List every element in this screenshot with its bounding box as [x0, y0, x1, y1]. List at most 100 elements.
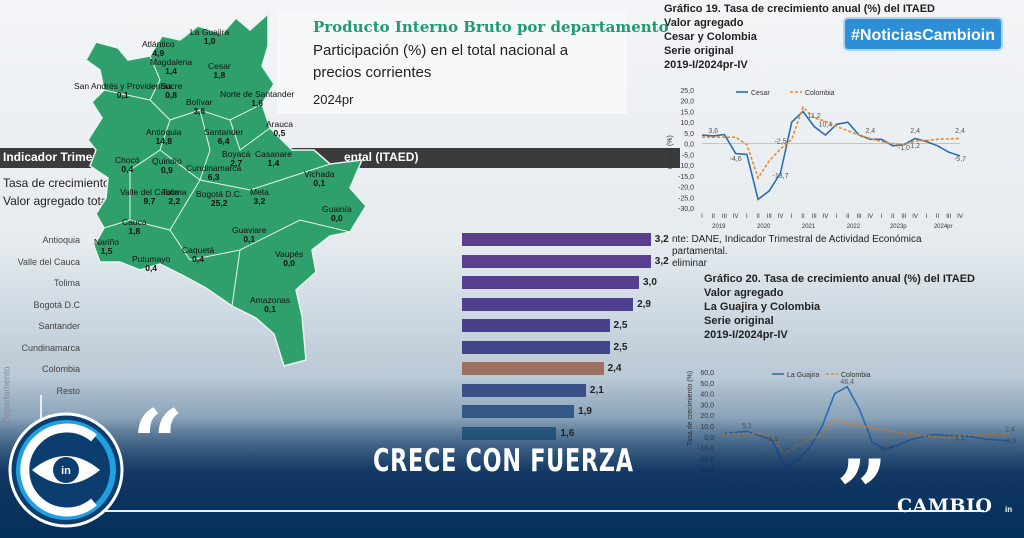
map-department-label: Nariño 1,5	[94, 237, 120, 256]
itaed-title-left: Indicador Trimest	[3, 150, 104, 164]
x-tick-label: I	[881, 214, 883, 220]
y-tick-label: 20,0	[680, 99, 694, 106]
chart-title-line: Serie original	[704, 315, 774, 327]
map-department-label: Meta 3,2	[250, 187, 269, 206]
itaed-bar-value: 2,1	[589, 384, 604, 396]
chart-title-line: 2019-I/2024pr-IV	[664, 59, 748, 71]
hashtag-badge[interactable]: #NoticiasCambioin	[843, 17, 1003, 51]
itaed-bar-value: 3,2	[654, 234, 669, 245]
data-annotation: 1,2	[910, 143, 920, 150]
svg-text:in: in	[61, 465, 71, 477]
map-department-label: Boyacá 2,7	[222, 149, 251, 168]
y-tick-label: 15,0	[680, 109, 694, 116]
data-annotation: -1,0	[898, 145, 910, 152]
x-tick-label: II	[712, 214, 716, 220]
itaed-bar-label: Resto	[56, 385, 80, 396]
x-year-label: 2020	[757, 224, 771, 230]
itaed-bar-value: 2,4	[607, 363, 622, 374]
map-title-card	[277, 10, 627, 114]
x-year-label: 2021	[802, 224, 816, 230]
itaed-bar	[462, 276, 639, 289]
map-year: 2024pr	[313, 92, 354, 107]
itaed-bar	[462, 340, 610, 354]
colombia-map	[85, 12, 367, 367]
data-annotation: -2,5	[774, 139, 786, 146]
itaed-bar	[462, 405, 575, 418]
chart-title-line: Valor agregado	[704, 287, 784, 299]
x-tick-label: IV	[957, 214, 963, 220]
x-year-label: 2023p	[890, 224, 907, 230]
itaed-bar-label: Valle del Cauca	[17, 256, 80, 267]
itaed-bar-label: Bogotá D.C	[33, 299, 80, 310]
map-department-label: Vaupés 0,0	[275, 249, 304, 268]
map-department-label: Guainía 0,0	[322, 204, 352, 223]
x-tick-label: I	[701, 214, 703, 220]
itaed-bar-value: 1,9	[578, 406, 592, 417]
brand-logo: CAMBIO	[897, 495, 993, 517]
map-department-label: Chocó 0,4	[115, 155, 140, 174]
legend-label: Cesar	[751, 90, 770, 97]
x-tick-label: IV	[778, 214, 784, 220]
legend-label: La Guajira	[787, 372, 819, 379]
x-tick-label: I	[926, 214, 928, 220]
x-tick-label: III	[722, 214, 727, 220]
x-tick-label: IV	[867, 214, 873, 220]
x-tick-label: I	[746, 214, 748, 220]
x-tick-label: III	[857, 214, 862, 220]
itaed-bar-value: 2,9	[637, 298, 651, 310]
itaed-bar-label: Cundinamarca	[21, 342, 80, 353]
chart19: 25,0 20,0 15,0 10,0 5,0 0,0 -5,0 -10,0 -15,0 -20,…	[667, 88, 966, 230]
chart-title-line: La Guajira y Colombia	[704, 301, 821, 313]
frame-line-horizontal	[40, 510, 984, 512]
map-department-label: Tolima 2,2	[162, 187, 187, 206]
map-department-label: Bolívar 3,6	[186, 97, 213, 116]
itaed-bar-value: 2,5	[613, 320, 628, 331]
x-tick-label: II	[891, 214, 895, 220]
map-department-label: Putumayo 0,4	[132, 254, 171, 273]
y-tick-label: -5,0	[682, 152, 694, 159]
map-department-label: Bogotá D.C. 25,2	[196, 189, 243, 208]
chart19-source-line: partamental.	[672, 246, 728, 257]
legend-label: Colombia	[805, 90, 835, 97]
map-department-label: Antioquia 14,8	[146, 127, 182, 146]
y-tick-label: 60,0	[700, 370, 714, 377]
x-tick-label: III	[767, 214, 772, 220]
eye-logo-icon[interactable]: in	[8, 412, 124, 528]
x-tick-label: IV	[733, 214, 739, 220]
data-annotation: -4,6	[730, 156, 742, 163]
map-department-label: Atlántico 4,9	[142, 39, 175, 58]
x-tick-label: I	[836, 214, 838, 220]
x-tick-label: IV	[912, 214, 918, 220]
y-tick-label: -10,0	[678, 163, 694, 170]
itaed-bar	[462, 383, 586, 397]
data-annotation: 10,4	[819, 121, 833, 128]
data-annotation: 2,4	[865, 128, 875, 135]
y-axis-label: Tasa de crecimiento (%)	[687, 371, 694, 446]
chart-title-line: 2019-I/2024pr-IV	[704, 329, 788, 341]
itaed-bar	[462, 233, 651, 246]
y-tick-label: -15,0	[678, 174, 694, 181]
map-department-label: La Guajira 1,0	[190, 27, 230, 46]
x-tick-label: III	[812, 214, 817, 220]
map-department-label: Cundinamarca 6,3	[186, 163, 242, 182]
y-tick-label: -30,0	[678, 206, 694, 213]
itaed-bar-label: Colombia	[41, 364, 80, 374]
x-year-label: 2024pr	[934, 224, 953, 230]
map-department-label: Vichada 0,1	[304, 169, 335, 188]
itaed-bar-value: 2,5	[613, 341, 628, 353]
chart19-source-line: eliminar	[672, 258, 708, 269]
x-tick-label: II	[756, 214, 760, 220]
x-tick-label: III	[901, 214, 906, 220]
y-tick-label: 30,0	[700, 402, 714, 409]
x-tick-label: II	[846, 214, 850, 220]
series-cesar-line	[701, 110, 961, 201]
itaed-bar	[462, 254, 651, 268]
y-tick-label: 50,0	[700, 381, 714, 388]
data-annotation: 46,4	[840, 379, 854, 386]
map-department-label: Arauca 0,5	[266, 119, 293, 138]
x-tick-label: II	[801, 214, 805, 220]
map-department-label: Amazonas 0,1	[250, 295, 291, 314]
itaed-bar-value: 3,0	[643, 277, 657, 288]
data-annotation: -13,7	[773, 173, 789, 180]
legend-label: Colombia	[841, 372, 871, 379]
